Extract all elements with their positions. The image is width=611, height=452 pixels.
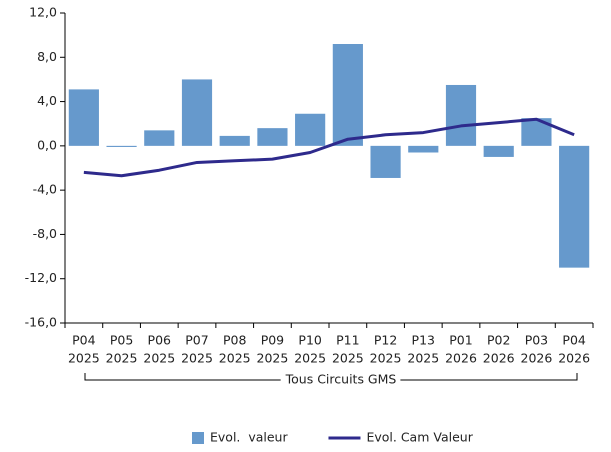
y-tick-label: 4,0 xyxy=(37,93,57,108)
x-tick-label: 2026 xyxy=(445,351,477,366)
x-tick-label: P01 xyxy=(449,333,472,348)
y-tick-label: -4,0 xyxy=(33,182,57,197)
bar xyxy=(483,145,514,157)
x-tick-label: P06 xyxy=(148,333,171,348)
bar xyxy=(219,135,250,146)
x-tick-label: P07 xyxy=(185,333,208,348)
group-label-bg xyxy=(280,371,401,387)
x-tick-label: 2025 xyxy=(68,351,100,366)
x-tick-label: P09 xyxy=(261,333,284,348)
bar xyxy=(68,89,99,146)
y-tick-label: 0,0 xyxy=(37,137,57,152)
group-label: Tous Circuits GMS xyxy=(285,372,397,387)
bar xyxy=(257,128,288,146)
x-tick-label: P08 xyxy=(223,333,246,348)
y-tick-label: -16,0 xyxy=(25,315,57,330)
x-tick-label: 2025 xyxy=(294,351,326,366)
x-tick-label: 2025 xyxy=(181,351,213,366)
y-tick-label: 12,0 xyxy=(29,5,57,20)
bar xyxy=(408,145,439,153)
bar xyxy=(106,145,137,147)
x-tick-label: P05 xyxy=(110,333,133,348)
line xyxy=(83,117,575,178)
y-tick-label: -8,0 xyxy=(33,226,57,241)
x-tick-label: 2025 xyxy=(143,351,175,366)
legend-swatch xyxy=(192,432,204,444)
bar xyxy=(445,84,477,146)
x-tick-label: P04 xyxy=(72,333,95,348)
x-tick-label: P10 xyxy=(298,333,321,348)
x-tick-label: 2025 xyxy=(257,351,289,366)
bar xyxy=(332,44,363,146)
x-tick-label: P11 xyxy=(336,333,359,348)
y-tick-label: -12,0 xyxy=(25,270,57,285)
x-tick-label: P13 xyxy=(412,333,435,348)
x-tick-label: 2026 xyxy=(521,351,553,366)
legend-label: Evol. valeur xyxy=(210,430,288,445)
x-tick-label: 2025 xyxy=(407,351,439,366)
x-tick-label: P03 xyxy=(525,333,548,348)
x-tick-label: P04 xyxy=(562,333,585,348)
y-tick-label: 8,0 xyxy=(37,49,57,64)
x-tick-label: 2025 xyxy=(370,351,402,366)
x-tick-label: 2026 xyxy=(558,351,590,366)
x-tick-label: 2025 xyxy=(106,351,138,366)
x-tick-label: 2026 xyxy=(483,351,515,366)
x-tick-label: 2025 xyxy=(332,351,364,366)
x-tick-label: P02 xyxy=(487,333,510,348)
x-tick-label: P12 xyxy=(374,333,397,348)
bar xyxy=(559,145,590,268)
bar xyxy=(144,130,175,146)
x-tick-label: 2025 xyxy=(219,351,251,366)
bar xyxy=(295,113,326,146)
bar xyxy=(370,145,401,178)
legend-label: Evol. Cam Valeur xyxy=(366,430,473,445)
bar xyxy=(181,79,213,146)
